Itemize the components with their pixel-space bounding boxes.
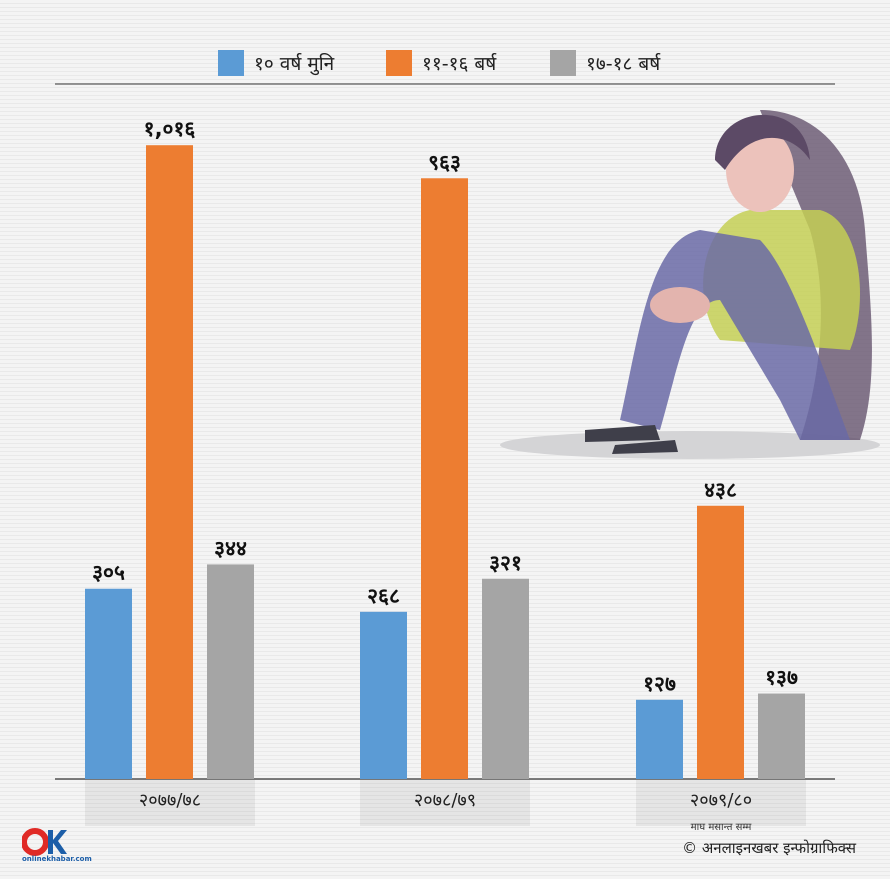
bar-value-label: २६८ [367,584,400,608]
bar [146,145,193,779]
bars-layer: ३०५ १,०१६ ३४४ २६८ ९६३ ३२१ १२७ ४३८ १३७ [85,117,805,779]
illustration-face [726,128,794,212]
bar [758,693,805,779]
logo-text: onlinekhabar.com [22,855,92,863]
category-note: माघ मसान्त सम्म [690,822,752,833]
illustration-legs [620,230,850,440]
legend-swatch-blue [218,50,244,76]
bar-value-label: ४३८ [704,478,737,502]
bar-value-label: ९६३ [428,150,461,174]
onlinekhabar-logo [22,828,67,856]
chart-legend: १० वर्ष मुनि ११-१६ बर्ष १७-१८ बर्ष [0,50,890,78]
category-shade [360,780,530,826]
bar [421,178,468,779]
bar-value-label: १३७ [765,666,798,690]
illustration-shoe-left [585,425,660,442]
bar [636,699,683,779]
legend-item-11-16: ११-१६ बर्ष [386,50,496,76]
legend-item-17-18: १७-१८ बर्ष [550,50,660,76]
bar-value-label: १,०१६ [144,117,196,141]
category-label-2078-79: २०७८/७९ [413,790,477,811]
sad-girl-illustration [500,110,880,459]
illustration-hands [650,287,710,323]
legend-item-under-10: १० वर्ष मुनि [218,50,334,76]
legend-label: १७-१८ बर्ष [586,53,661,75]
bar [207,564,254,779]
illustration-hair-back [760,110,872,440]
legend-swatch-gray [550,50,576,76]
legend-swatch-orange [386,50,412,76]
bar [85,588,132,779]
legend-label: १० वर्ष मुनि [254,53,335,75]
bar [697,505,744,779]
legend-label: ११-१६ बर्ष [422,53,497,75]
bar-value-label: १२७ [643,672,676,696]
category-label-2077-78: २०७७/७८ [138,790,202,811]
category-label-2079-80: २०७९/८० [689,790,753,811]
bar [360,611,407,779]
category-shade [636,780,806,826]
category-shade [85,780,255,826]
illustration-shoe-right [612,440,678,454]
bar-value-label: ३४४ [214,536,247,560]
bar-value-label: ३२१ [489,551,522,575]
bar-value-label: ३०५ [92,561,125,585]
credit-text: © अनलाइनखबर इन्फोग्राफिक्स [682,839,856,857]
bar [482,578,529,779]
illustration-hair-front [715,114,810,170]
